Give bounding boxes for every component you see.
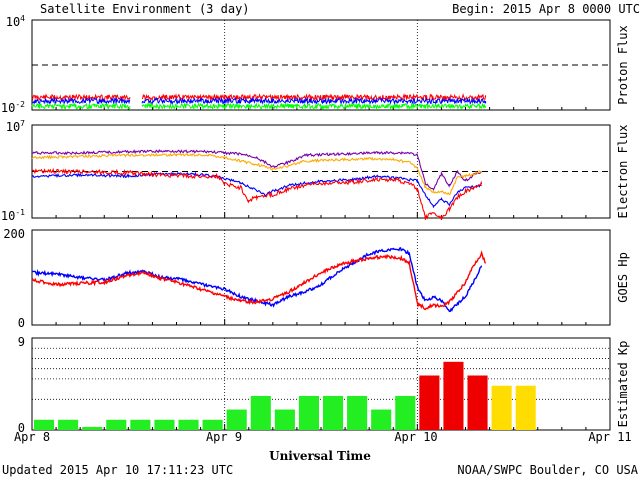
- kp-bar: [347, 395, 368, 430]
- kp-bar: [274, 409, 295, 430]
- goes-hp-series-red: [31, 250, 487, 311]
- proton-series-red: [31, 93, 131, 102]
- x-axis-label: Universal Time: [269, 449, 371, 463]
- proton-series-blue: [31, 96, 131, 106]
- electron-series-orange: [31, 152, 483, 196]
- goes-hp-series-blue: [31, 246, 483, 313]
- kp-bar: [226, 409, 247, 430]
- proton-series-blue: [141, 96, 487, 106]
- kp-bar: [491, 385, 512, 430]
- y-tick-label: 200: [3, 227, 25, 241]
- chart-title: Satellite Environment (3 day): [40, 2, 250, 16]
- kp-bar: [154, 419, 175, 430]
- y-axis-label: Estimated Kp: [616, 341, 630, 428]
- updated-timestamp: Updated 2015 Apr 10 17:11:23 UTC: [2, 463, 233, 477]
- proton-series-green: [31, 102, 131, 111]
- electron-series-red: [31, 167, 483, 221]
- y-tick-label: 0: [18, 316, 25, 330]
- kp-bar: [371, 409, 392, 430]
- y-tick-label: 10-1: [1, 208, 25, 223]
- y-axis-label: GOES Hp: [616, 252, 630, 303]
- source-credit: NOAA/SWPC Boulder, CO USA: [457, 463, 638, 477]
- y-axis-label: Electron Flux: [616, 125, 630, 219]
- panels: Proton Flux 104 10-2 Electron Flux 107 10-1 GO…: [1, 14, 630, 435]
- y-tick-label: 10-2: [1, 100, 25, 115]
- kp-bar: [395, 395, 416, 430]
- kp-bar: [130, 419, 151, 430]
- x-tick-label: Apr 9: [206, 430, 242, 444]
- proton-series-red: [141, 93, 487, 102]
- y-tick-label: 0: [18, 421, 25, 435]
- y-tick-label: 9: [18, 335, 25, 349]
- x-tick-label: Apr 8: [14, 430, 50, 444]
- proton-series-green: [141, 101, 487, 111]
- kp-bar: [323, 395, 344, 430]
- panel-1: Electron Flux 107 10-1: [1, 119, 630, 223]
- kp-bar: [515, 385, 536, 430]
- kp-bar: [106, 419, 127, 430]
- panel-frame: [31, 229, 611, 326]
- electron-series-purple: [31, 148, 482, 192]
- kp-bar: [202, 419, 223, 430]
- electron-series-blue: [31, 171, 482, 209]
- x-axis: Apr 8 Apr 9 Apr 10 Apr 11 Universal Time: [14, 430, 632, 463]
- kp-bar: [419, 375, 440, 430]
- kp-bar: [467, 375, 488, 430]
- kp-bar: [250, 395, 271, 430]
- kp-bar: [178, 419, 199, 430]
- x-tick-label: Apr 10: [394, 430, 437, 444]
- panel-2: GOES Hp 200 0: [3, 227, 630, 330]
- kp-bar: [58, 419, 79, 430]
- y-tick-label: 107: [6, 119, 25, 134]
- kp-bar: [298, 395, 319, 430]
- panel-0: Proton Flux 104 10-2: [1, 14, 630, 115]
- kp-bar: [443, 361, 464, 430]
- y-axis-label: Proton Flux: [616, 25, 630, 104]
- y-tick-label: 104: [6, 14, 25, 29]
- kp-bar: [82, 426, 103, 430]
- begin-date: Begin: 2015 Apr 8 0000 UTC: [452, 2, 640, 16]
- x-tick-label: Apr 11: [588, 430, 631, 444]
- kp-bar: [34, 419, 55, 430]
- panel-3: Estimated Kp 9 0: [18, 335, 630, 435]
